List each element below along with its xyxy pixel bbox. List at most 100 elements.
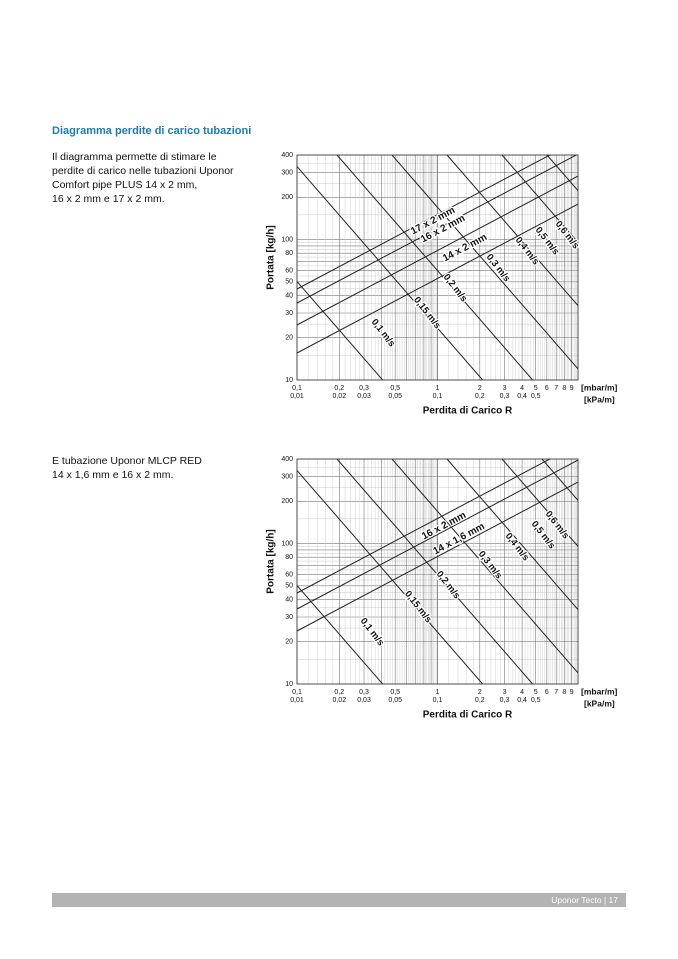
x-tick-label: 0,3 <box>359 385 369 392</box>
velocity-line <box>297 165 484 380</box>
y-tick-label: 80 <box>285 250 293 257</box>
y-tick-label: 20 <box>285 639 293 646</box>
velocity-line <box>297 584 384 684</box>
y-tick-label: 80 <box>285 554 293 561</box>
footer-bar <box>52 893 626 907</box>
x-tick-label: 0,2 <box>334 385 344 392</box>
plot-frame <box>296 458 579 685</box>
description-line: 14 x 1,6 mm e 16 x 2 mm. <box>52 469 173 481</box>
x-tick-label: 7 <box>554 689 558 696</box>
grid <box>296 154 579 381</box>
velocity-line <box>446 155 578 307</box>
description-line: perdite di carico nelle tubazioni Uponor <box>52 165 234 177</box>
y-tick-label: 200 <box>281 498 293 505</box>
pipe-line <box>297 203 578 354</box>
x-tick-label: 3 <box>503 689 507 696</box>
x2-tick-label: 0,2 <box>475 393 485 400</box>
x2-tick-label: 0,03 <box>357 393 371 400</box>
x2-tick-label: 0,5 <box>531 393 541 400</box>
y-tick-label: 200 <box>281 194 293 201</box>
x-tick-label: 5 <box>534 385 538 392</box>
y-tick-label: 40 <box>285 292 293 299</box>
velocity-line <box>501 155 578 244</box>
x-unit: [mbar/m] <box>581 382 618 392</box>
x-tick-label: 6 <box>545 689 549 696</box>
x2-tick-label: 0,4 <box>517 393 527 400</box>
pipe-line <box>297 459 551 594</box>
diagonals <box>297 155 578 380</box>
pipe-line <box>297 155 551 290</box>
x-tick-label: 4 <box>520 385 524 392</box>
y-tick-label: 400 <box>281 152 293 159</box>
velocity-line <box>297 280 384 380</box>
pipe-line <box>297 175 578 326</box>
x-tick-label: 9 <box>570 385 574 392</box>
y-tick-label: 60 <box>285 572 293 579</box>
velocity-line <box>336 459 534 684</box>
x-tick-label: 4 <box>520 689 524 696</box>
x2-tick-label: 0,5 <box>531 697 541 704</box>
velocity-line <box>297 469 484 684</box>
x2-tick-label: 0,1 <box>433 697 443 704</box>
x2-tick-label: 0,3 <box>500 697 510 704</box>
y-tick-label: 400 <box>281 456 293 463</box>
velocity-line <box>336 155 534 380</box>
y-tick-label: 100 <box>281 236 293 243</box>
x-tick-label: 2 <box>478 385 482 392</box>
diagonals <box>297 459 578 684</box>
x2-tick-label: 0,05 <box>388 393 402 400</box>
x2-tick-label: 0,05 <box>388 697 402 704</box>
x2-tick-label: 0,01 <box>290 393 304 400</box>
y-tick-label: 60 <box>285 268 293 275</box>
x-tick-label: 0,2 <box>334 689 344 696</box>
y-tick-label: 50 <box>285 583 293 590</box>
y-tick-label: 40 <box>285 596 293 603</box>
x2-tick-label: 0,02 <box>332 393 346 400</box>
grid <box>296 458 579 685</box>
x-tick-label: 8 <box>562 385 566 392</box>
x-tick-label: 9 <box>570 689 574 696</box>
description-line: Il diagramma permette di stimare le <box>52 151 217 163</box>
x-tick-label: 2 <box>478 689 482 696</box>
y-tick-label: 50 <box>285 279 293 286</box>
x-tick-label: 8 <box>562 689 566 696</box>
velocity-line <box>446 459 578 611</box>
y-axis-label: Portata [kg/h] <box>266 529 277 593</box>
x-unit: [mbar/m] <box>581 686 618 696</box>
pipe-line <box>297 155 578 304</box>
x2-tick-label: 0,01 <box>290 697 304 704</box>
x2-tick-label: 0,4 <box>517 697 527 704</box>
x-tick-label: 6 <box>545 385 549 392</box>
y-tick-label: 10 <box>285 377 293 384</box>
x-tick-label: 0,5 <box>390 385 400 392</box>
footer-text: Uponor Tecto | 17 <box>551 895 618 905</box>
y-tick-label: 30 <box>285 310 293 317</box>
velocity-line <box>391 155 578 370</box>
x2-unit: [kPa/m] <box>584 698 615 708</box>
y-tick-label: 20 <box>285 335 293 342</box>
y-axis-label: Portata [kg/h] <box>266 225 277 289</box>
x-tick-label: 7 <box>554 385 558 392</box>
pipe-line <box>297 459 578 610</box>
y-tick-label: 10 <box>285 681 293 688</box>
x-tick-label: 0,1 <box>292 689 302 696</box>
x-axis-label: Perdita di Carico R <box>423 710 513 721</box>
x-tick-label: 0,3 <box>359 689 369 696</box>
pipe-line <box>297 481 578 632</box>
x-tick-label: 1 <box>436 689 440 696</box>
velocity-line <box>391 459 578 674</box>
x-tick-label: 5 <box>534 689 538 696</box>
x2-tick-label: 0,3 <box>500 393 510 400</box>
x2-tick-label: 0,03 <box>357 697 371 704</box>
x-tick-label: 0,1 <box>292 385 302 392</box>
plot-frame <box>296 154 579 381</box>
description-line: Comfort pipe PLUS 14 x 2 mm, <box>52 179 197 191</box>
x-tick-label: 3 <box>503 385 507 392</box>
y-tick-label: 300 <box>281 473 293 480</box>
x-tick-label: 1 <box>436 385 440 392</box>
x-tick-label: 0,5 <box>390 689 400 696</box>
y-tick-label: 300 <box>281 169 293 176</box>
y-tick-label: 100 <box>281 540 293 547</box>
